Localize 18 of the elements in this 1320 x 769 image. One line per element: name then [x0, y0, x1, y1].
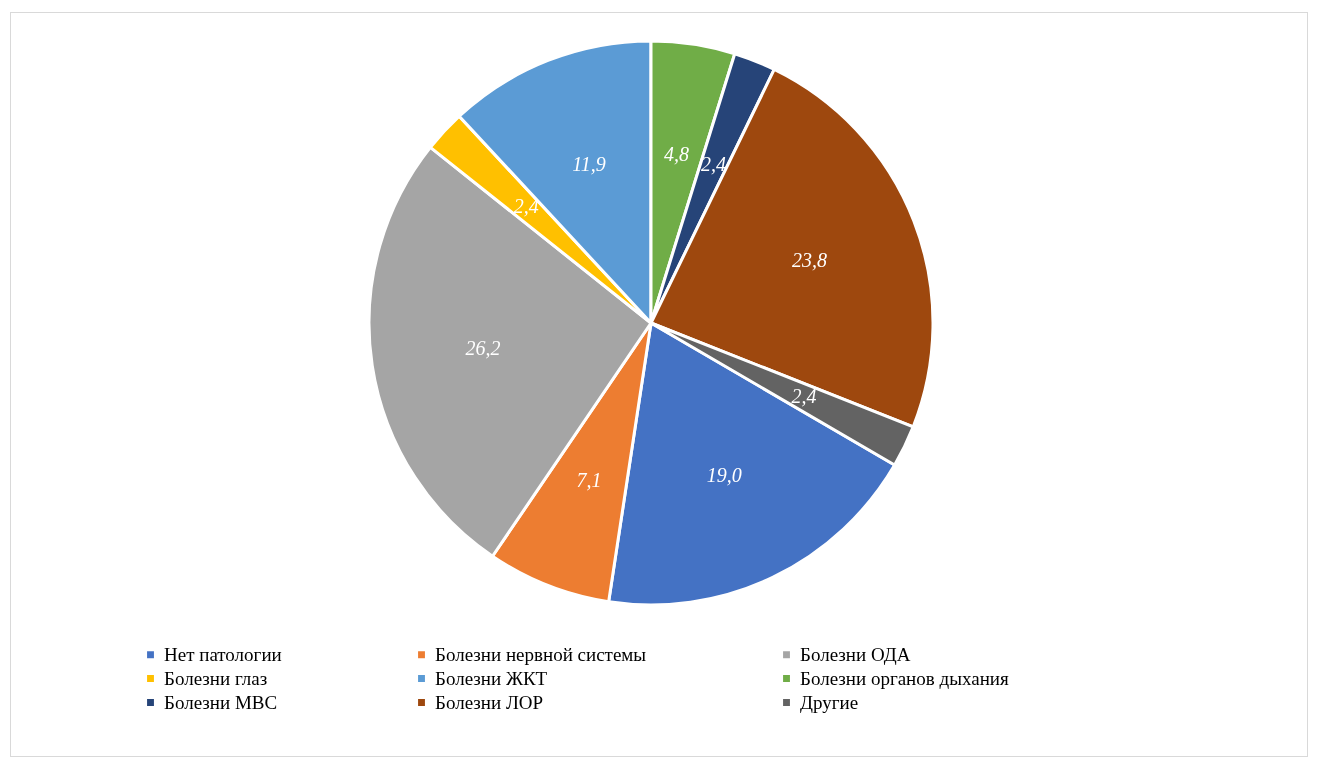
legend-label: Болезни ЖКТ: [435, 667, 548, 689]
data-label: 2,4: [513, 195, 539, 218]
data-label: 23,8: [791, 249, 827, 272]
data-label: 2,4: [701, 152, 727, 175]
legend-label: Болезни нервной системы: [435, 643, 647, 665]
legend-label: Болезни органов дыхания: [800, 667, 1009, 689]
legend-label: Нет патологии: [164, 643, 282, 665]
data-label: 19,0: [706, 464, 742, 487]
legend-label: Болезни ЛОР: [435, 691, 544, 713]
data-label: 11,9: [572, 152, 606, 175]
legend-label: Другие: [800, 691, 859, 713]
legend-label: Болезни глаз: [164, 667, 268, 689]
legend-label: Болезни МВС: [164, 691, 278, 713]
legend-label: Болезни ОДА: [800, 643, 911, 665]
data-label: 7,1: [576, 469, 602, 492]
data-label: 26,2: [465, 336, 501, 359]
data-label: 2,4: [791, 385, 817, 408]
data-label: 4,8: [664, 142, 690, 165]
